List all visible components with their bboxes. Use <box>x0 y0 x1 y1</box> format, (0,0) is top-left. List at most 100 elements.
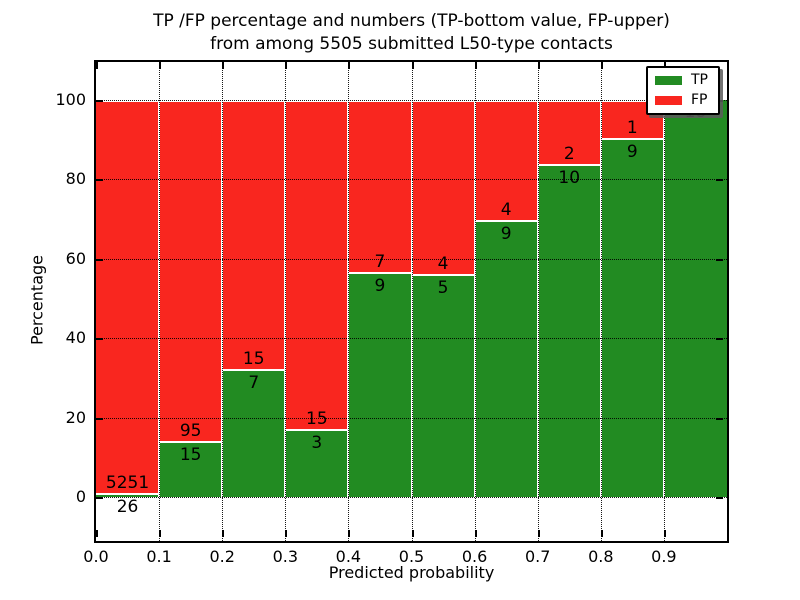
x-tick-mark <box>411 530 414 537</box>
x-tick-mark <box>663 62 666 69</box>
gridline-v <box>663 62 665 541</box>
x-tick-label: 0.7 <box>524 547 551 566</box>
x-tick-mark <box>222 62 225 69</box>
y-tick-label: 100 <box>55 90 86 109</box>
gridline-h <box>96 497 727 498</box>
x-tick-mark <box>222 530 225 537</box>
fp-count-label: 1 <box>626 117 638 138</box>
gridline-v <box>159 62 161 541</box>
tp-count-label: 9 <box>626 141 638 162</box>
bar-segment-tp <box>411 276 475 497</box>
fp-legend-label: FP <box>691 92 708 108</box>
y-tick-mark <box>96 338 103 341</box>
y-tick-mark <box>716 338 723 341</box>
bar-segment-tp <box>285 430 349 497</box>
y-tick-label: 0 <box>75 487 86 506</box>
tp-count-label: 7 <box>248 372 260 393</box>
tp-legend-label: TP <box>691 72 708 88</box>
x-tick-mark <box>537 62 540 69</box>
bar-segment-tp <box>96 495 160 497</box>
fp-count-label: 7 <box>374 251 386 272</box>
tp-count-label: 9 <box>374 275 386 296</box>
x-tick-label: 0.1 <box>146 547 172 566</box>
x-tick-label: 0.3 <box>272 547 299 566</box>
x-tick-mark <box>159 62 162 69</box>
bar-segment-fp <box>411 100 475 277</box>
y-tick-label: 40 <box>65 328 86 348</box>
gridline-v <box>600 62 602 541</box>
bar-segment-tp <box>600 139 664 497</box>
x-tick-mark <box>411 62 414 69</box>
y-tick-mark <box>716 497 723 499</box>
x-tick-mark <box>96 530 98 537</box>
gridline-h <box>96 417 727 419</box>
y-tick-mark <box>96 417 103 420</box>
x-tick-mark <box>96 62 98 69</box>
fp-count-label: 4 <box>500 200 512 221</box>
gridline-v <box>348 62 350 541</box>
x-tick-mark <box>663 530 666 537</box>
x-tick-label: 0.5 <box>398 547 425 566</box>
tp-count-label: 26 <box>116 497 139 518</box>
x-tick-mark <box>537 530 540 537</box>
x-tick-mark <box>348 530 351 537</box>
legend-item-tp: TP <box>655 73 708 87</box>
bar-segment-fp <box>285 100 349 431</box>
x-tick-label: 0.6 <box>461 547 488 566</box>
tp-count-label: 3 <box>311 432 323 453</box>
x-tick-mark <box>285 62 288 69</box>
legend: TP FP <box>646 66 720 115</box>
gridline-h <box>96 258 727 260</box>
gridline-v <box>222 62 224 541</box>
fp-count-label: 95 <box>179 420 202 441</box>
fp-count-label: 15 <box>306 408 328 429</box>
bar-segment-fp <box>222 100 286 371</box>
bar-segment-tp <box>348 273 412 497</box>
gridline-v <box>285 62 287 541</box>
y-tick-mark <box>96 497 103 499</box>
x-axis-label: Predicted probability <box>328 563 495 582</box>
y-tick-mark <box>96 100 103 102</box>
bar-segment-fp <box>537 100 601 167</box>
tp-count-label: 15 <box>179 444 202 465</box>
tp-count-label: 5 <box>437 278 449 299</box>
x-tick-label: 0.4 <box>335 547 362 566</box>
y-tick-label: 20 <box>65 407 86 427</box>
x-tick-label: 0.0 <box>83 547 109 566</box>
bar-segment-fp <box>96 100 160 496</box>
x-tick-mark <box>600 530 603 537</box>
gridline-h <box>96 338 727 340</box>
x-tick-label: 0.9 <box>651 547 677 566</box>
chart-title: TP /FP percentage and numbers (TP-bottom… <box>96 10 727 56</box>
gridline-v <box>411 62 413 541</box>
bar-segment-fp <box>474 100 538 223</box>
tp-count-label: 10 <box>558 168 581 189</box>
x-tick-mark <box>600 62 603 69</box>
x-tick-label: 0.2 <box>209 547 235 566</box>
bar-segment-fp <box>159 100 223 443</box>
bar-segment-tp <box>159 442 223 497</box>
tp-count-label: 9 <box>500 224 512 245</box>
y-tick-label: 80 <box>65 169 86 189</box>
y-tick-label: 60 <box>65 248 86 268</box>
bar-segment-tp <box>537 166 601 497</box>
x-tick-mark <box>348 62 351 69</box>
gridline-h <box>96 100 727 101</box>
gridline-v <box>474 62 476 541</box>
plot-area: 52512695151571537945492101918 <box>94 60 729 543</box>
fp-count-label: 5251 <box>105 473 150 494</box>
x-tick-label: 0.8 <box>588 547 614 566</box>
y-tick-mark <box>716 258 723 261</box>
y-tick-mark <box>96 258 103 261</box>
tp-legend-swatch <box>655 75 682 85</box>
fp-count-label: 4 <box>437 254 449 275</box>
y-tick-mark <box>716 179 723 182</box>
x-tick-mark <box>474 62 477 69</box>
bar-segment-fp <box>348 100 412 274</box>
bar-segment-tp <box>474 222 538 497</box>
legend-item-fp: FP <box>655 93 708 107</box>
x-tick-mark <box>159 530 162 537</box>
fp-count-label: 15 <box>242 348 265 369</box>
x-tick-mark <box>285 530 288 537</box>
y-tick-mark <box>96 179 103 182</box>
